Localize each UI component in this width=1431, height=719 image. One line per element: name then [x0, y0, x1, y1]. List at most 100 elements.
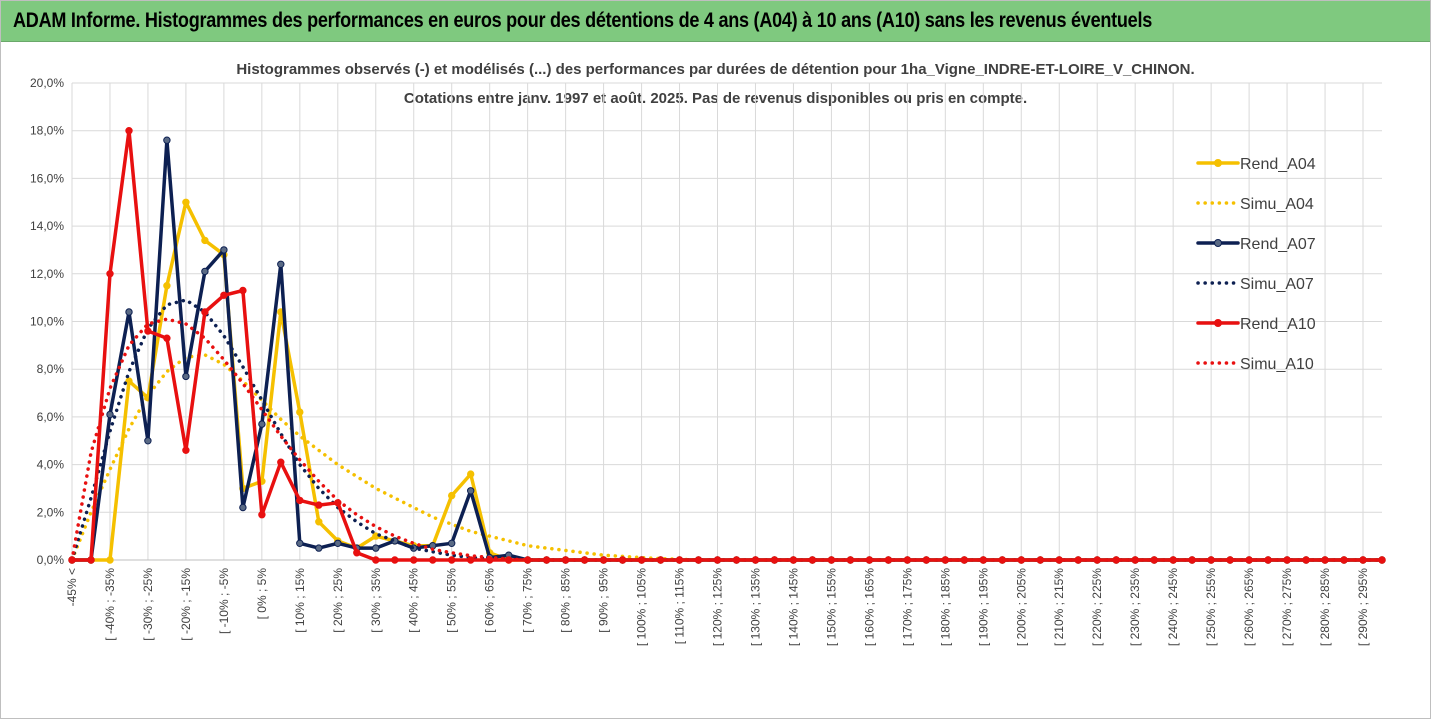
y-tick-label: 6,0%: [37, 410, 65, 424]
x-tick-label: [ 50% ; 55%: [445, 568, 459, 633]
data-point: [144, 437, 152, 445]
legend-marker: [1214, 239, 1222, 247]
y-tick-label: 16,0%: [30, 171, 64, 185]
data-point: [239, 286, 247, 295]
legend-label: Simu_A07: [1240, 276, 1314, 293]
x-tick-label: [ 140% ; 145%: [786, 568, 800, 646]
data-point: [163, 334, 171, 342]
x-tick-label: [ 200% ; 205%: [1014, 568, 1028, 646]
data-point: [467, 470, 475, 478]
x-tick-label: [ 150% ; 155%: [824, 568, 838, 646]
data-point: [372, 556, 380, 564]
data-point: [372, 544, 380, 552]
series-line-simu-a10: [70, 317, 1384, 562]
x-tick-label: [ 130% ; 135%: [748, 568, 762, 646]
grid: [71, 82, 1382, 561]
y-tick-label: 18,0%: [30, 124, 64, 138]
x-tick-label: [ 180% ; 185%: [938, 568, 952, 646]
x-tick-label: [ 30% ; 35%: [369, 568, 383, 633]
data-point: [1378, 556, 1386, 564]
y-tick-label: 14,0%: [30, 219, 64, 233]
data-point: [258, 420, 266, 428]
series: [68, 127, 1386, 564]
data-point: [448, 539, 456, 547]
data-point: [467, 487, 475, 495]
x-tick-label: [ 110% ; 115%: [673, 568, 687, 645]
data-point: [106, 270, 114, 278]
chart-title: Histogrammes observés (-) et modélisés (…: [236, 61, 1195, 78]
data-point: [144, 327, 152, 335]
x-tick-label: [ 10% ; 15%: [293, 568, 307, 633]
data-point: [296, 408, 304, 416]
data-point: [467, 556, 475, 564]
x-tick-label: [ 270% ; 275%: [1280, 568, 1294, 646]
x-tick-label: [ 250% ; 255%: [1204, 568, 1218, 646]
data-point: [201, 308, 209, 316]
y-tick-label: 10,0%: [30, 315, 64, 329]
data-point: [106, 556, 114, 564]
data-point: [353, 549, 361, 557]
legend-label: Simu_A10: [1240, 356, 1314, 373]
x-tick-label: [ 290% ; 295%: [1356, 568, 1370, 646]
x-tick-label: [ 160% ; 165%: [862, 568, 876, 646]
data-point: [277, 260, 285, 268]
chart-subtitle: Cotations entre janv. 1997 et août. 2025…: [403, 90, 1028, 107]
x-tick-label: [ 260% ; 265%: [1242, 568, 1256, 646]
x-tick-label: [ 120% ; 125%: [711, 568, 725, 646]
x-tick-label: [ 90% ; 95%: [597, 568, 611, 633]
data-point: [220, 246, 228, 254]
data-point: [239, 503, 247, 512]
y-tick-label: 0,0%: [37, 553, 65, 567]
x-tick-label: [ 0% ; 5%: [255, 568, 269, 620]
data-point: [258, 511, 266, 519]
data-point: [220, 291, 228, 299]
data-point: [201, 267, 209, 276]
x-tick-label: [ 60% ; 65%: [483, 568, 497, 633]
data-point: [296, 539, 304, 547]
data-point: [277, 458, 285, 466]
axes: 0,0% 2,0% 4,0% 6,0% 8,0% 10,0% 12,0% 14,0% 16,0%…: [30, 76, 1382, 646]
y-tick-label: 20,0%: [30, 76, 64, 90]
data-point: [201, 236, 209, 245]
legend-label: Rend_A04: [1240, 156, 1316, 173]
x-tick-label: [ 20% ; 25%: [331, 568, 345, 633]
data-point: [334, 539, 342, 547]
y-tick-label: 12,0%: [30, 267, 64, 281]
data-point: [163, 136, 171, 144]
data-point: [182, 446, 190, 454]
legend-marker: [1214, 319, 1222, 327]
data-point: [448, 556, 456, 564]
data-point: [125, 377, 133, 385]
data-point: [391, 556, 399, 564]
series-line-rend-a10: [70, 128, 1384, 562]
data-point: [87, 556, 95, 564]
y-tick-label: 2,0%: [37, 505, 65, 519]
x-tick-label: [ 100% ; 105%: [635, 568, 649, 646]
report-header: ADAM Informe. Histogrammes des performan…: [1, 1, 1430, 42]
y-tick-label: 4,0%: [37, 458, 65, 472]
data-point: [182, 198, 190, 207]
x-tick-label: [ 70% ; 75%: [521, 568, 535, 633]
legend-marker: [1214, 159, 1222, 167]
report-title: ADAM Informe. Histogrammes des performan…: [13, 9, 1153, 32]
legend-label: Rend_A10: [1240, 316, 1316, 333]
y-tick-label: 8,0%: [37, 362, 65, 376]
x-tick-label: [ 230% ; 235%: [1128, 568, 1142, 646]
x-tick-label: -45% <: [65, 568, 79, 606]
data-point: [296, 496, 304, 505]
data-point: [429, 556, 437, 564]
data-point: [315, 518, 323, 526]
x-tick-label: [ 210% ; 215%: [1052, 568, 1066, 646]
data-point: [410, 556, 418, 564]
x-tick-label: [ 80% ; 85%: [559, 568, 573, 633]
x-tick-label: [ 40% ; 45%: [407, 568, 421, 633]
data-point: [106, 410, 114, 419]
legend: Rend_A04 Simu_A04 Rend_A07 Simu_A07 Rend_A10…: [1196, 156, 1316, 373]
data-point: [163, 282, 171, 290]
legend-label: Simu_A04: [1240, 196, 1314, 213]
x-tick-label: [ 190% ; 195%: [976, 568, 990, 646]
data-point: [125, 308, 133, 316]
x-tick-label: [ 220% ; 225%: [1090, 568, 1104, 646]
legend-label: Rend_A07: [1240, 236, 1316, 253]
